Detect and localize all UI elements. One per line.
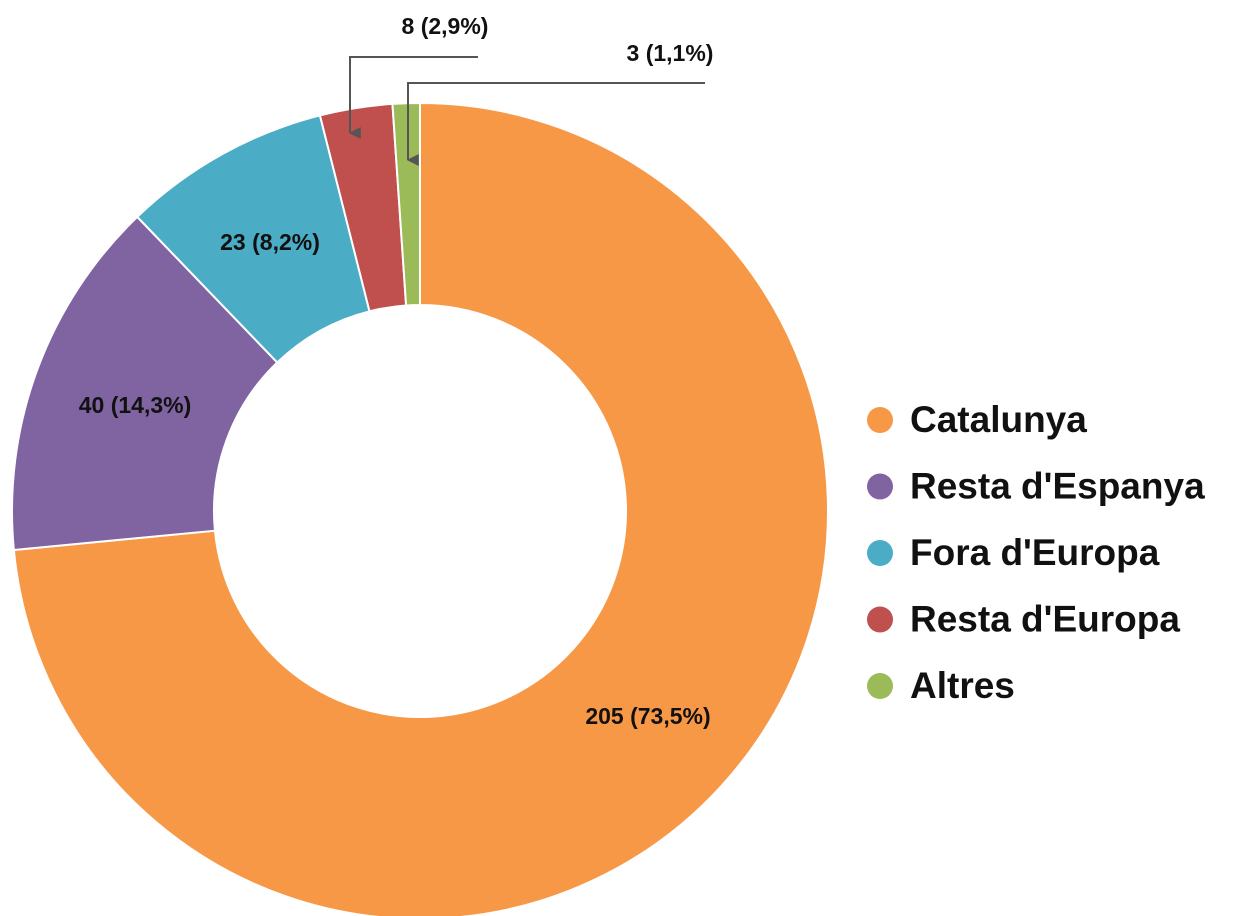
legend-swatch — [867, 473, 893, 500]
leader-line — [406, 82, 705, 166]
slice — [12, 101, 829, 916]
legend-label: Resta d'Espanya — [910, 465, 1205, 506]
legend-label: Altres — [910, 665, 1015, 706]
legend-swatch — [867, 673, 893, 699]
data-label: 40 (14,3%) — [79, 392, 192, 418]
slice — [11, 215, 279, 552]
legend-swatch — [867, 407, 893, 433]
data-label: 8 (2,9%) — [402, 13, 489, 39]
legend-swatch — [867, 606, 893, 633]
data-label: 23 (8,2%) — [220, 229, 320, 255]
legend-label: Fora d'Europa — [910, 532, 1160, 573]
slice — [391, 101, 421, 307]
data-label: 3 (1,1%) — [627, 40, 714, 66]
legend-label: Resta d'Europa — [910, 598, 1180, 639]
leader-line — [348, 56, 478, 139]
legend-label: Catalunya — [910, 399, 1087, 440]
data-label: 205 (73,5%) — [585, 703, 710, 729]
legend-swatch — [867, 540, 893, 566]
